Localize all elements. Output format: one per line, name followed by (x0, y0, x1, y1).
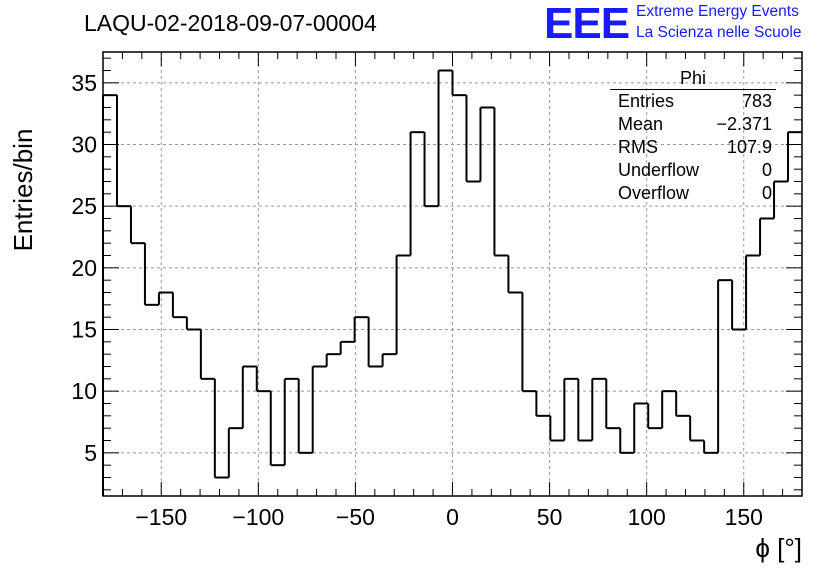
y-tick-label: 35 (71, 70, 97, 96)
stats-label: RMS (618, 137, 658, 157)
stats-row-entries: Entries 783 (610, 90, 776, 113)
stats-label: Entries (618, 91, 675, 111)
x-tick-label: −150 (135, 504, 187, 530)
y-tick-label: 15 (71, 317, 97, 343)
stats-box: Phi Entries 783 Mean −2.371 RMS 107.9 Un… (610, 68, 776, 205)
eee-logo: EEE (544, 0, 630, 48)
logo-line-1: Extreme Energy Events (636, 3, 799, 20)
stats-label: Overflow (618, 183, 690, 203)
y-tick-label: 20 (71, 255, 97, 281)
y-tick-label: 5 (84, 440, 97, 466)
stats-label: Mean (618, 114, 664, 134)
stats-value: 783 (741, 91, 772, 111)
y-tick-label: 10 (71, 378, 97, 404)
stats-value: 0 (761, 183, 772, 203)
x-axis-label: ϕ [°] (755, 533, 802, 563)
stats-value: −2.371 (716, 114, 772, 134)
stats-label: Underflow (618, 160, 700, 180)
logo-line-2: La Scienza nelle Scuole (636, 24, 802, 41)
x-tick-label: 150 (725, 504, 763, 530)
stats-row-mean: Mean −2.371 (610, 113, 776, 136)
x-tick-label: 0 (446, 504, 459, 530)
stats-row-underflow: Underflow 0 (610, 159, 776, 182)
x-tick-label: 50 (537, 504, 563, 530)
stats-title: Phi (610, 68, 776, 90)
x-tick-label: 100 (627, 504, 665, 530)
y-tick-label: 25 (71, 193, 97, 219)
x-tick-label: −50 (336, 504, 375, 530)
stats-value: 107.9 (726, 137, 772, 157)
plot-title: LAQU-02-2018-09-07-00004 (84, 10, 377, 36)
stats-row-rms: RMS 107.9 (610, 136, 776, 159)
x-tick-label: −100 (232, 504, 284, 530)
stats-value: 0 (761, 160, 772, 180)
y-tick-label: 30 (71, 132, 97, 158)
stats-row-overflow: Overflow 0 (610, 182, 776, 205)
